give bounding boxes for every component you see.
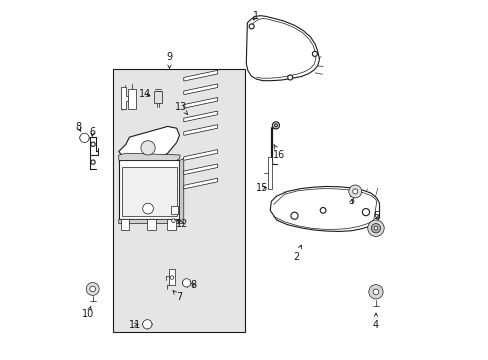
Polygon shape bbox=[183, 178, 217, 189]
Circle shape bbox=[367, 220, 384, 237]
Circle shape bbox=[362, 208, 369, 216]
Polygon shape bbox=[119, 126, 179, 162]
Circle shape bbox=[274, 124, 277, 127]
Polygon shape bbox=[119, 219, 183, 224]
Text: 11: 11 bbox=[128, 320, 141, 330]
Circle shape bbox=[91, 160, 95, 164]
Circle shape bbox=[170, 276, 173, 279]
Text: 5: 5 bbox=[373, 211, 379, 221]
Circle shape bbox=[272, 122, 279, 129]
Circle shape bbox=[91, 142, 95, 147]
Bar bbox=[113, 69, 244, 332]
Circle shape bbox=[171, 219, 175, 222]
Circle shape bbox=[142, 320, 152, 329]
Text: 12: 12 bbox=[176, 219, 188, 229]
Text: 13: 13 bbox=[174, 102, 187, 114]
Bar bbox=[147, 219, 156, 230]
Text: 8: 8 bbox=[190, 280, 197, 291]
Polygon shape bbox=[121, 87, 128, 109]
Text: 1: 1 bbox=[252, 12, 259, 21]
Circle shape bbox=[348, 185, 361, 198]
Bar bbox=[128, 89, 135, 109]
Polygon shape bbox=[270, 186, 379, 231]
Bar bbox=[267, 157, 272, 189]
Polygon shape bbox=[183, 164, 217, 175]
Polygon shape bbox=[119, 160, 179, 219]
Polygon shape bbox=[183, 98, 217, 108]
Circle shape bbox=[368, 285, 382, 299]
Text: 15: 15 bbox=[255, 183, 267, 193]
Text: 2: 2 bbox=[293, 245, 301, 262]
Text: 14: 14 bbox=[139, 89, 151, 99]
Circle shape bbox=[80, 133, 89, 143]
Text: 6: 6 bbox=[89, 127, 95, 137]
Polygon shape bbox=[183, 111, 217, 122]
Circle shape bbox=[372, 289, 378, 295]
Text: 9: 9 bbox=[166, 52, 172, 68]
Bar bbox=[169, 269, 175, 285]
Polygon shape bbox=[183, 125, 217, 135]
Circle shape bbox=[312, 51, 317, 57]
Text: 10: 10 bbox=[82, 306, 94, 319]
Circle shape bbox=[248, 24, 254, 29]
Circle shape bbox=[90, 286, 95, 292]
Polygon shape bbox=[183, 84, 217, 95]
Circle shape bbox=[182, 279, 190, 287]
Bar bbox=[171, 206, 178, 214]
Circle shape bbox=[352, 189, 357, 194]
Text: 3: 3 bbox=[348, 197, 354, 206]
Bar bbox=[166, 219, 175, 230]
Text: 16: 16 bbox=[273, 145, 285, 160]
Polygon shape bbox=[183, 70, 217, 81]
Text: 7: 7 bbox=[173, 291, 182, 302]
Circle shape bbox=[290, 212, 298, 219]
Circle shape bbox=[373, 226, 377, 230]
Circle shape bbox=[141, 141, 155, 155]
Bar bbox=[154, 91, 162, 103]
Polygon shape bbox=[246, 16, 319, 81]
Polygon shape bbox=[183, 150, 217, 160]
Bar bbox=[121, 219, 129, 230]
Circle shape bbox=[142, 203, 153, 214]
Circle shape bbox=[370, 224, 380, 233]
Text: 8: 8 bbox=[75, 122, 81, 132]
Polygon shape bbox=[119, 153, 180, 160]
Circle shape bbox=[86, 283, 99, 296]
Circle shape bbox=[287, 75, 292, 80]
Bar bbox=[122, 167, 176, 216]
Polygon shape bbox=[179, 158, 183, 224]
Text: 4: 4 bbox=[372, 313, 378, 330]
Circle shape bbox=[320, 207, 325, 213]
